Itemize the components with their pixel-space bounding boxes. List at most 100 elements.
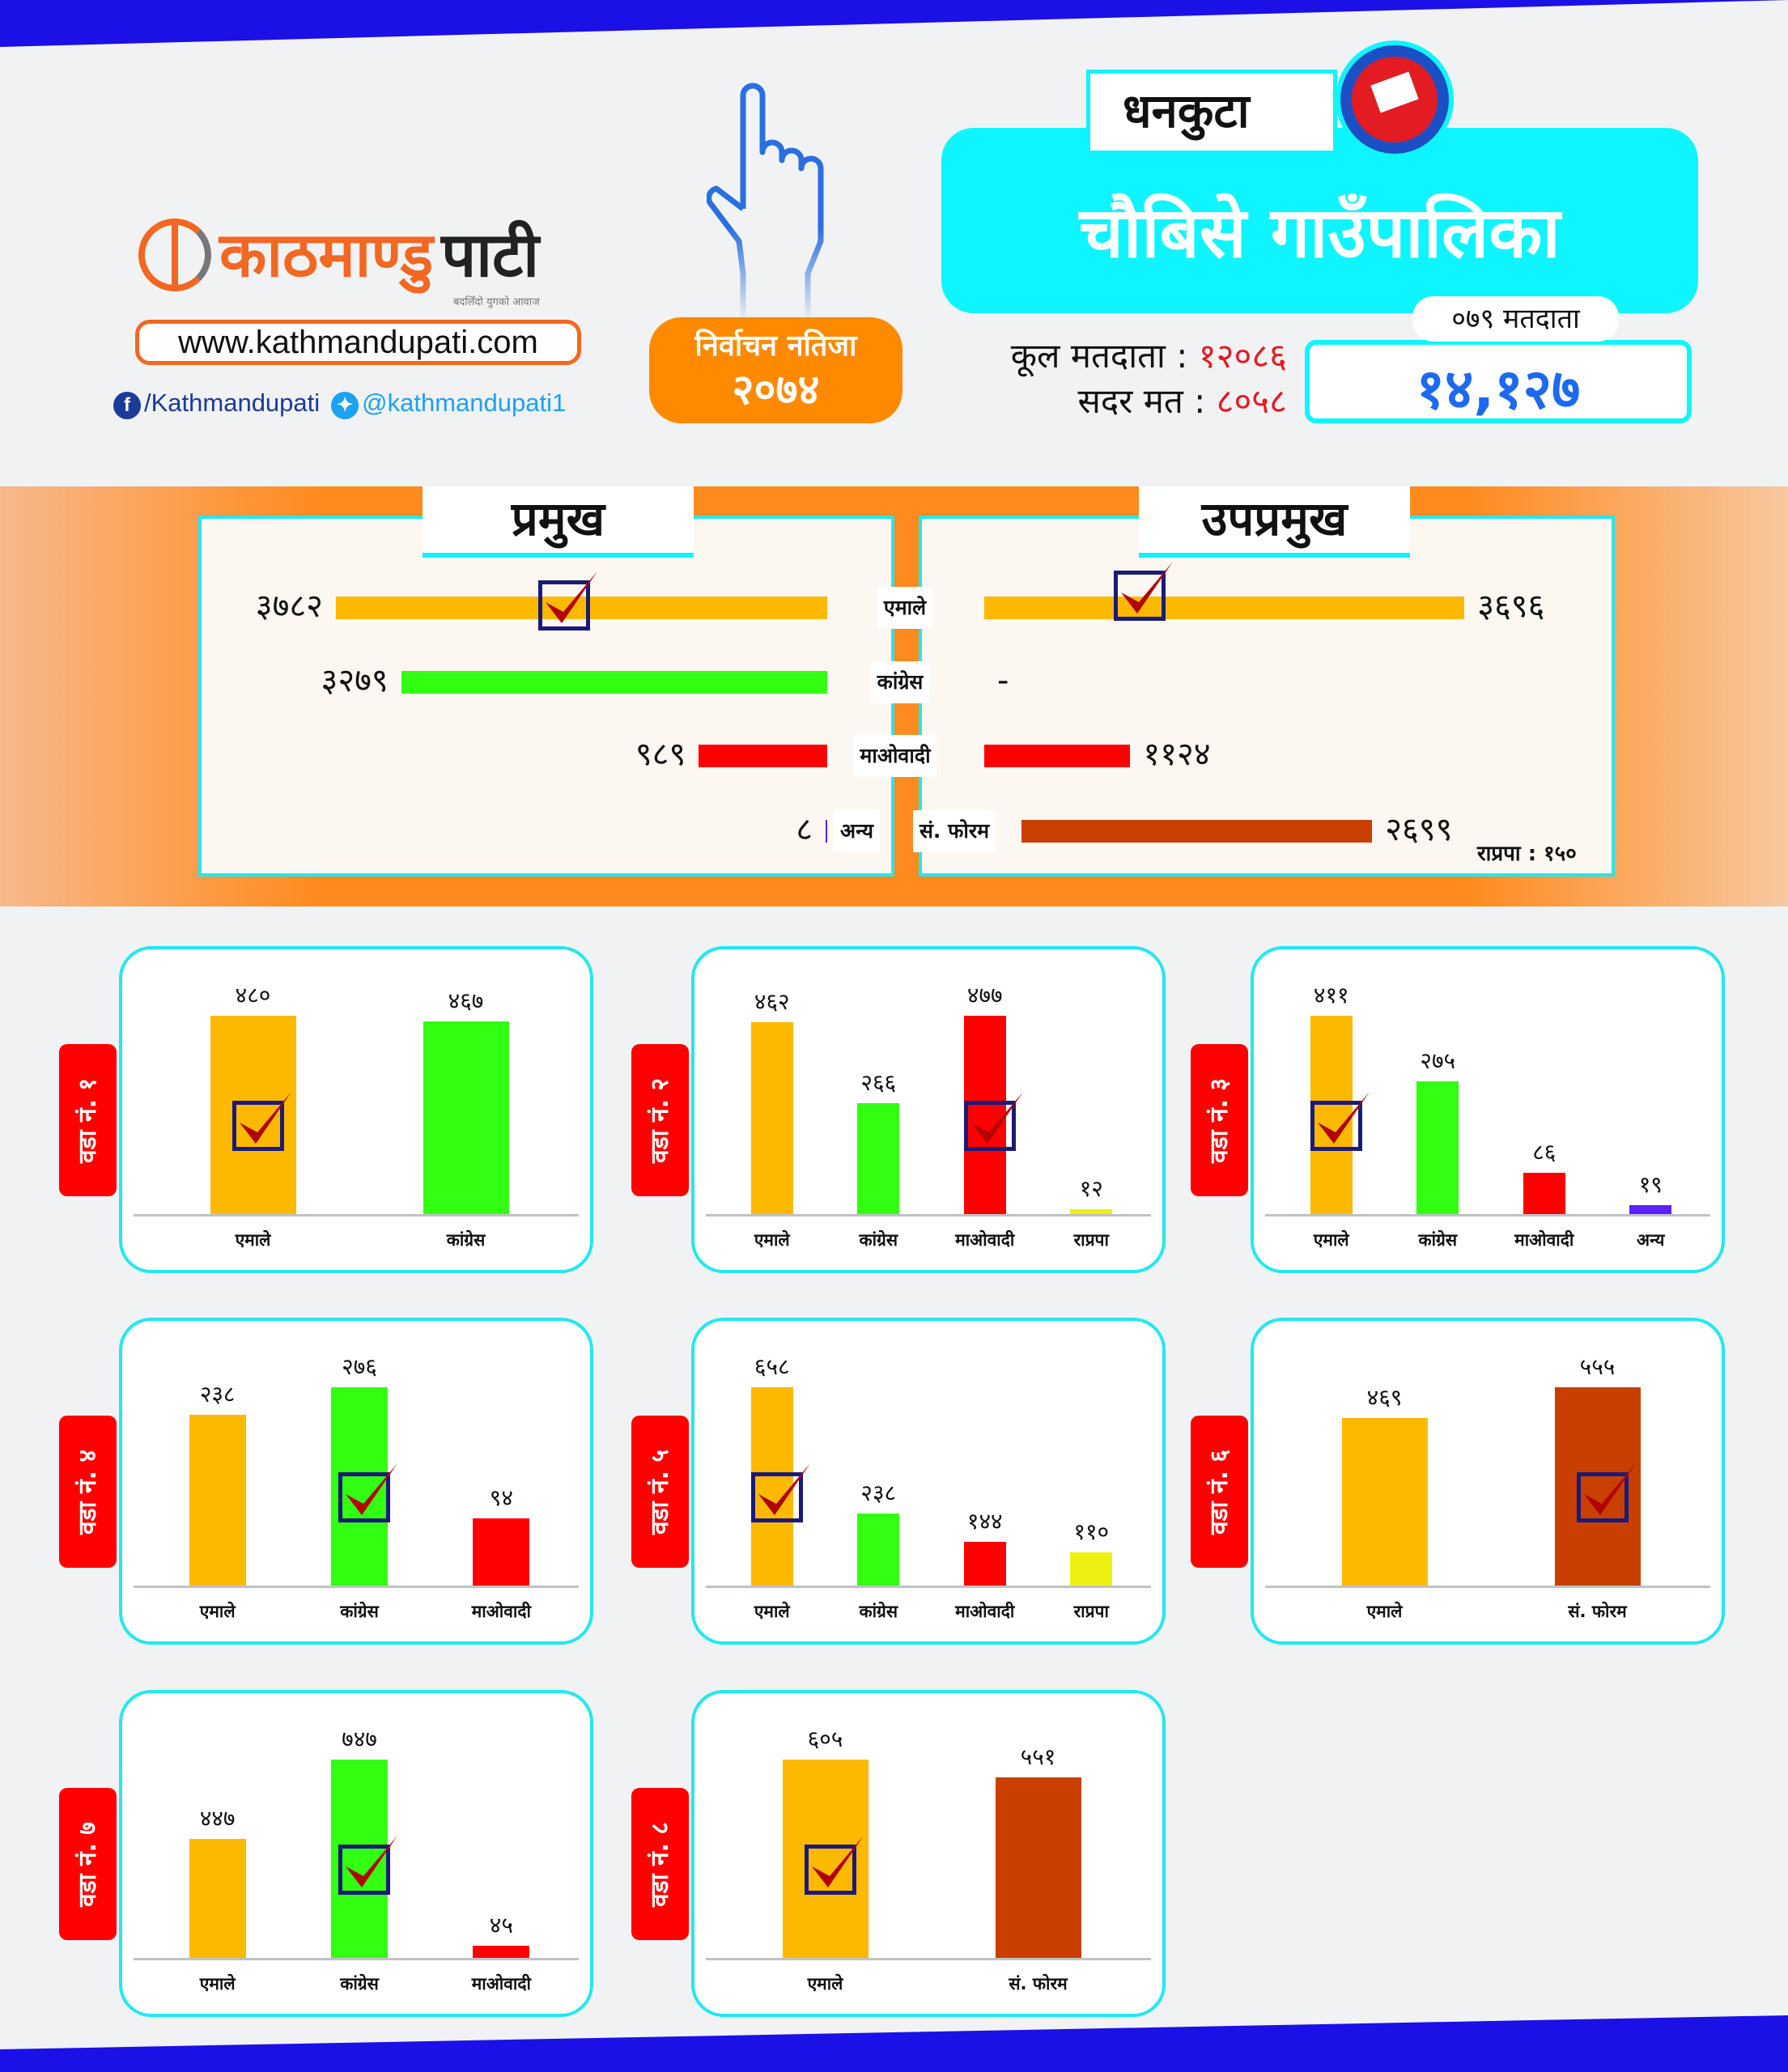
ward-bar [1629,1204,1672,1214]
ward-card: ४६९ एमाले ५५५ सं. फोरम [1251,1318,1725,1645]
ward-bar-value: ९४ [489,1484,513,1511]
ward-label: वडा नं. ४ [59,1416,117,1568]
ward-bar-value: २३८ [860,1480,897,1507]
badge-year: २०७४ [732,366,820,414]
facebook-icon: f [113,392,141,419]
ward-bar-value: ७४७ [342,1726,377,1752]
mayor-bar [699,745,827,767]
ward-winner-check-icon [338,1463,397,1522]
mayor-panel [198,516,894,877]
ward-card: ४८० एमाले ४६७ कांग्रेस [119,946,593,1273]
ward-party-label: एमाले [199,1602,236,1621]
deputy-bar [984,745,1131,767]
ward-party-label: सं. फोरम [1568,1602,1627,1621]
ward-bar-value: ४११ [1313,982,1349,1008]
social-links: f/Kathmandupati ✦ @kathmandupati1 [113,388,566,419]
ward-label: वडा नं. ३ [1191,1044,1248,1196]
ward-party-label: एमाले [754,1602,790,1621]
ward-party-label: कांग्रेस [1418,1230,1458,1250]
deputy-winner-check-icon [1114,562,1173,621]
ward-label: वडा नं. १ [59,1044,117,1196]
mayor-bar [401,671,827,694]
ward-party-label: एमाले [1366,1602,1403,1621]
ward-bar [857,1103,900,1214]
party-label: एमाले [877,587,933,629]
ward-party-label: एमाले [754,1230,790,1250]
brand-logo: काठमाण्डु पाटी [138,219,539,291]
valid-votes-value: ८०५८ [1216,381,1287,421]
ward-bar-value: ४७७ [966,982,1003,1008]
ward-card: ६५८ एमाले २३८ कांग्रेस १४४ माओवादी ११० राप्रपा [691,1318,1166,1645]
top-band [0,0,1788,47]
twitter-link[interactable]: ✦ @kathmandupati1 [331,388,566,419]
facebook-link[interactable]: f/Kathmandupati [113,388,320,419]
total-voters-value: १२०८६ [1198,336,1287,376]
mayor-bar [826,820,827,843]
ward-bar-value: ४६९ [1366,1383,1403,1411]
ward-party-label: कांग्रेस [859,1230,898,1250]
ward-bar-value: ६५८ [754,1353,790,1380]
voters-079-box: १४,१२७ [1305,340,1692,423]
ward-party-label: माओवादी [955,1230,1015,1250]
chart-axis [134,1586,579,1588]
mayor-value: ९८९ [635,736,686,773]
ward-party-label: अन्य [1637,1230,1665,1250]
ward-party-label: कांग्रेस [859,1602,898,1621]
deputy-bar [984,597,1465,619]
ward-bar [473,1946,530,1958]
ward-bar-value: १९ [1638,1170,1663,1198]
ward-bar [963,1542,1006,1586]
ward-bar [1523,1172,1565,1214]
deputy-value: ३६९६ [1477,588,1545,625]
election-commission-emblem-icon [1336,40,1454,159]
ward-bar-value: ५५१ [1020,1743,1056,1770]
ward-bar [1416,1081,1459,1214]
party-label-forum: सं. फोरम [913,810,996,852]
twitter-handle: @kathmandupati1 [362,388,567,418]
badge-title: निर्वाचन नतिजा [694,329,857,363]
total-voters-label: कूल मतदाता : [1010,336,1188,376]
ward-party-label: कांग्रेस [340,1602,379,1621]
ward-bar [189,1414,246,1586]
ward-bar-value: ४६७ [448,987,484,1014]
ward-party-label: सं. फोरम [1009,1974,1068,1993]
ward-winner-check-icon [1576,1463,1636,1522]
mayor-winner-check-icon [538,571,597,631]
twitter-icon: ✦ [331,391,359,419]
ward-label: वडा नं. ८ [631,1788,689,1940]
chart-axis [706,1214,1151,1216]
ward-bar-value: ४८० [235,982,271,1008]
party-label: माओवादी [853,735,937,777]
ward-winner-check-icon [231,1092,291,1151]
ward-party-label: राप्रपा [1073,1230,1109,1250]
ward-party-label: एमाले [807,1974,843,1993]
website-link[interactable]: www.kathmandupati.com [135,320,581,365]
deputy-bar [1021,820,1373,843]
ward-bar [1310,1016,1353,1214]
deputy-value: २६९९ [1385,811,1453,848]
ward-label: वडा नं. ५ [631,1416,689,1568]
ward-bar [995,1777,1081,1958]
ward-label: वडा नं. २ [631,1044,689,1196]
ward-party-label: राप्रपा [1073,1602,1109,1621]
ward-party-label: माओवादी [1514,1230,1574,1250]
ward-winner-check-icon [804,1836,864,1895]
ward-winner-check-icon [1310,1092,1370,1151]
election-result-badge: निर्वाचन नतिजा २०७४ [649,317,902,423]
ward-bar [423,1021,509,1214]
brand-tagline: बदलिँदो युगको आवाज [453,296,540,308]
voters-079-label: ०७९ मतदाता [1412,296,1619,342]
ward-party-label: कांग्रेस [340,1974,379,1993]
deputy-heading: उपप्रमुख [1139,486,1410,558]
ward-bar [963,1016,1006,1214]
ward-bar-value: ४६२ [754,987,790,1015]
ward-bar-value: ५५५ [1579,1353,1616,1380]
mayor-value: ८ [796,811,813,848]
bottom-band [0,2015,1788,2072]
party-label: कांग्रेस [870,661,930,703]
ward-bar-value: १२ [1079,1174,1103,1202]
ward-winner-check-icon [750,1463,810,1522]
ward-bar-value: ४४७ [199,1805,236,1832]
ward-party-label: माओवादी [955,1602,1015,1621]
ward-card: २३८ एमाले २७६ कांग्रेस ९४ माओवादी [119,1318,593,1645]
